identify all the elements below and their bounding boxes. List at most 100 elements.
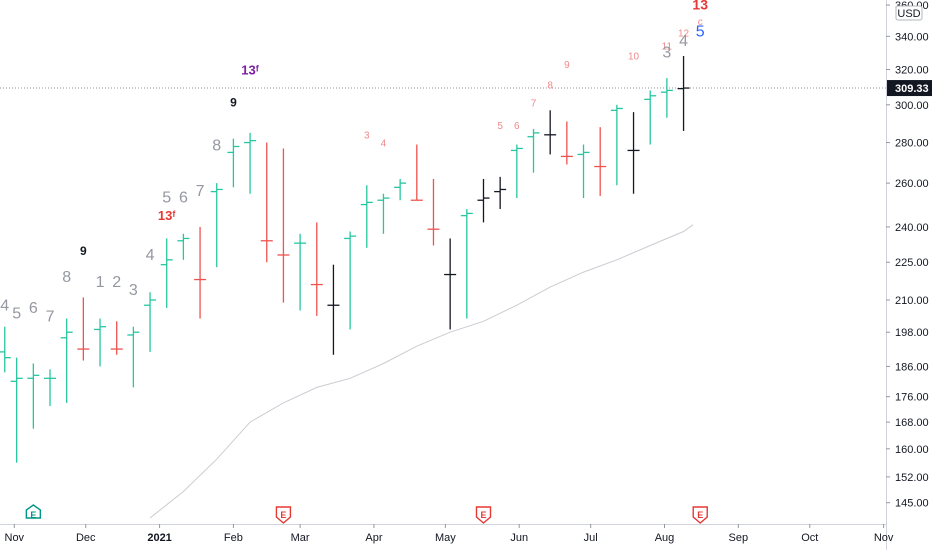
count-annotation: 5 <box>12 306 21 323</box>
earnings-marker[interactable]: E <box>692 506 708 524</box>
count-annotation: 3 <box>364 131 370 142</box>
time-tick-label: Nov <box>874 532 894 544</box>
earnings-icon <box>692 506 708 524</box>
time-tick-label: Jun <box>510 532 528 544</box>
ohlc-bar <box>527 129 540 173</box>
ohlc-bar <box>27 363 40 429</box>
ohlc-bar <box>227 138 240 188</box>
time-tick-label: May <box>435 532 456 544</box>
count-annotation: 5 <box>497 121 503 132</box>
count-annotation: 5 <box>162 189 171 206</box>
currency-label: USD <box>897 8 920 20</box>
count-annotation: 4 <box>381 138 387 149</box>
count-annotation: 2 <box>112 274 121 291</box>
count-annotation: 5 <box>696 23 705 40</box>
ohlc-bar <box>677 55 690 131</box>
price-tick-label: 280.00 <box>895 138 929 150</box>
ohlc-bar <box>210 183 223 268</box>
count-annotation: 4 <box>0 298 9 315</box>
count-annotation: 6 <box>179 189 188 206</box>
ohlc-bar <box>327 264 340 355</box>
time-tick-label: Aug <box>655 532 675 544</box>
count-annotation: 13ᶠ <box>158 208 176 223</box>
price-tick-label: 198.00 <box>895 327 929 339</box>
count-annotation: 8 <box>62 269 71 286</box>
dividend-icon <box>25 504 42 519</box>
count-annotation: 8 <box>212 137 221 154</box>
last-price-label: 309.33 <box>895 83 929 95</box>
moving-average-layer <box>0 87 886 519</box>
currency-badge[interactable] <box>895 5 923 21</box>
time-tick-label: 2021 <box>147 532 171 544</box>
ohlc-bar <box>560 121 573 165</box>
count-annotation: c <box>698 17 703 28</box>
count-annotation: 8 <box>547 81 553 92</box>
price-tick-label: 260.00 <box>895 178 929 190</box>
ohlc-bar <box>344 231 357 330</box>
ohlc-bar <box>260 142 273 263</box>
ohlc-bar <box>377 193 390 234</box>
ohlc-bar <box>60 318 73 403</box>
time-tick-label: Mar <box>291 532 310 544</box>
ohlc-bar <box>477 178 490 223</box>
event-label: E <box>697 510 703 520</box>
time-tick-label: Jul <box>584 532 598 544</box>
event-label: E <box>280 510 286 520</box>
time-tick-label: Apr <box>365 532 382 544</box>
last-price-badge <box>887 80 932 97</box>
time-axis[interactable]: Nov Dec 2021 Feb Mar Apr May Jun Jul Aug Sep Oct Nov <box>0 524 894 544</box>
time-tick-label: Sep <box>729 532 749 544</box>
ohlc-bar <box>577 144 590 199</box>
price-tick-label: 300.00 <box>895 100 929 112</box>
time-tick-label: Nov <box>5 532 25 544</box>
ohlc-bar <box>610 104 623 186</box>
ohlc-bar <box>627 112 640 194</box>
ohlc-bar <box>644 90 657 145</box>
ohlc-bar <box>0 326 11 373</box>
ohlc-bar <box>94 318 107 367</box>
earnings-icon <box>275 506 292 524</box>
ohlc-bar <box>360 185 373 248</box>
count-annotation: 13 <box>692 0 708 13</box>
price-bars-layer <box>0 55 690 463</box>
earnings-marker[interactable]: E <box>275 506 292 524</box>
price-tick-label: 340.00 <box>895 31 929 43</box>
ohlc-bar <box>294 233 307 311</box>
ohlc-bar <box>310 222 323 316</box>
time-tick-label: Dec <box>76 532 96 544</box>
count-annotation: 9 <box>564 60 570 71</box>
ohlc-bar <box>110 321 123 355</box>
count-annotation: 3 <box>129 282 138 299</box>
ohlc-bar <box>394 178 407 201</box>
count-annotation: 9 <box>80 244 87 258</box>
price-tick-label: 225.00 <box>895 257 929 269</box>
price-tick-label: 152.00 <box>895 472 929 484</box>
ohlc-bar <box>460 208 473 319</box>
ohlc-bar <box>160 238 173 308</box>
price-tick-label: 320.00 <box>895 64 929 76</box>
price-axis[interactable]: 145.00 152.00 160.00 168.00 176.00 186.00 198.… <box>886 0 932 550</box>
event-label: E <box>30 510 36 520</box>
count-annotation: 9 <box>230 96 237 110</box>
earnings-marker[interactable]: E <box>475 506 492 524</box>
price-tick-label: 145.00 <box>895 498 929 510</box>
ohlc-bar <box>144 292 157 352</box>
ohlc-bar <box>44 369 57 407</box>
count-annotation: 1 <box>96 274 105 291</box>
ohlc-bar <box>544 110 557 155</box>
count-annotation: 13ᶠ <box>241 63 259 78</box>
count-annotation: 6 <box>514 121 520 132</box>
ohlc-bar <box>127 326 140 388</box>
ohlc-bar <box>77 297 90 361</box>
count-annotation: 4 <box>679 33 688 50</box>
count-annotation: 12 <box>678 28 690 39</box>
price-tick-label: 176.00 <box>895 392 929 404</box>
price-tick-label: 168.00 <box>895 417 929 429</box>
ohlc-bar <box>444 238 457 330</box>
dividend-marker[interactable]: E <box>25 504 42 520</box>
ohlc-bar <box>427 178 440 246</box>
